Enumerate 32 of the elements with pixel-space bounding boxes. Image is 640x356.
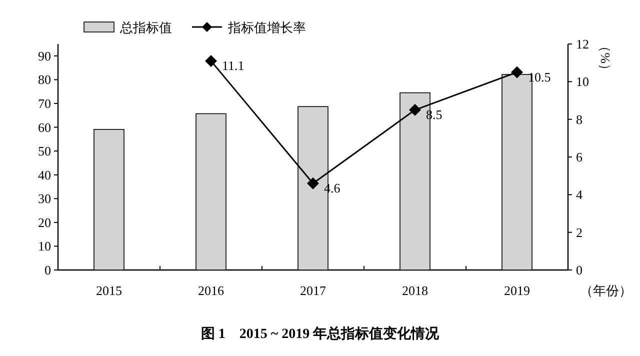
point xyxy=(511,66,523,78)
y2-tick-label: 6 xyxy=(576,150,583,164)
y-tick-label: 50 xyxy=(38,144,51,159)
y2-tick-label: 4 xyxy=(576,187,583,202)
y-tick-label: 10 xyxy=(38,238,51,254)
y-tick-label: 0 xyxy=(44,262,51,278)
y2-tick-label: 12 xyxy=(576,36,589,52)
y-tick-label: 30 xyxy=(38,191,51,206)
y-tick-label: 90 xyxy=(38,48,51,64)
x-tick-label: 2015 xyxy=(96,283,122,298)
x-tick-label: 2017 xyxy=(300,283,326,298)
point xyxy=(409,104,421,116)
x-tick-label: 2018 xyxy=(402,283,428,298)
y2-tick-label: 2 xyxy=(576,224,582,240)
data-label: 11.1 xyxy=(222,58,244,73)
y-tick-label: 60 xyxy=(38,120,51,135)
y-tick-label: 80 xyxy=(38,72,51,88)
y-tick-label: 70 xyxy=(38,96,51,111)
y-tick-label: 40 xyxy=(38,167,51,182)
y2-tick-label: 0 xyxy=(576,262,582,278)
legend-label: 总指标值 xyxy=(119,20,172,35)
legend-label: 指标值增长率 xyxy=(227,20,306,35)
text: 图 1 2015 ~ 2019 年总指标值变化情况 xyxy=(200,325,440,342)
y-tick-label: 20 xyxy=(38,214,51,230)
x-tick-label: 2019 xyxy=(504,283,530,298)
x-tick-label: 2016 xyxy=(198,283,224,298)
y2-axis-title: （%） xyxy=(598,40,613,76)
y2-tick-label: 10 xyxy=(576,74,589,90)
y2-tick-label: 8 xyxy=(576,112,582,127)
point xyxy=(307,177,319,190)
x-axis-title: （年份） xyxy=(580,283,632,298)
point xyxy=(205,54,217,67)
